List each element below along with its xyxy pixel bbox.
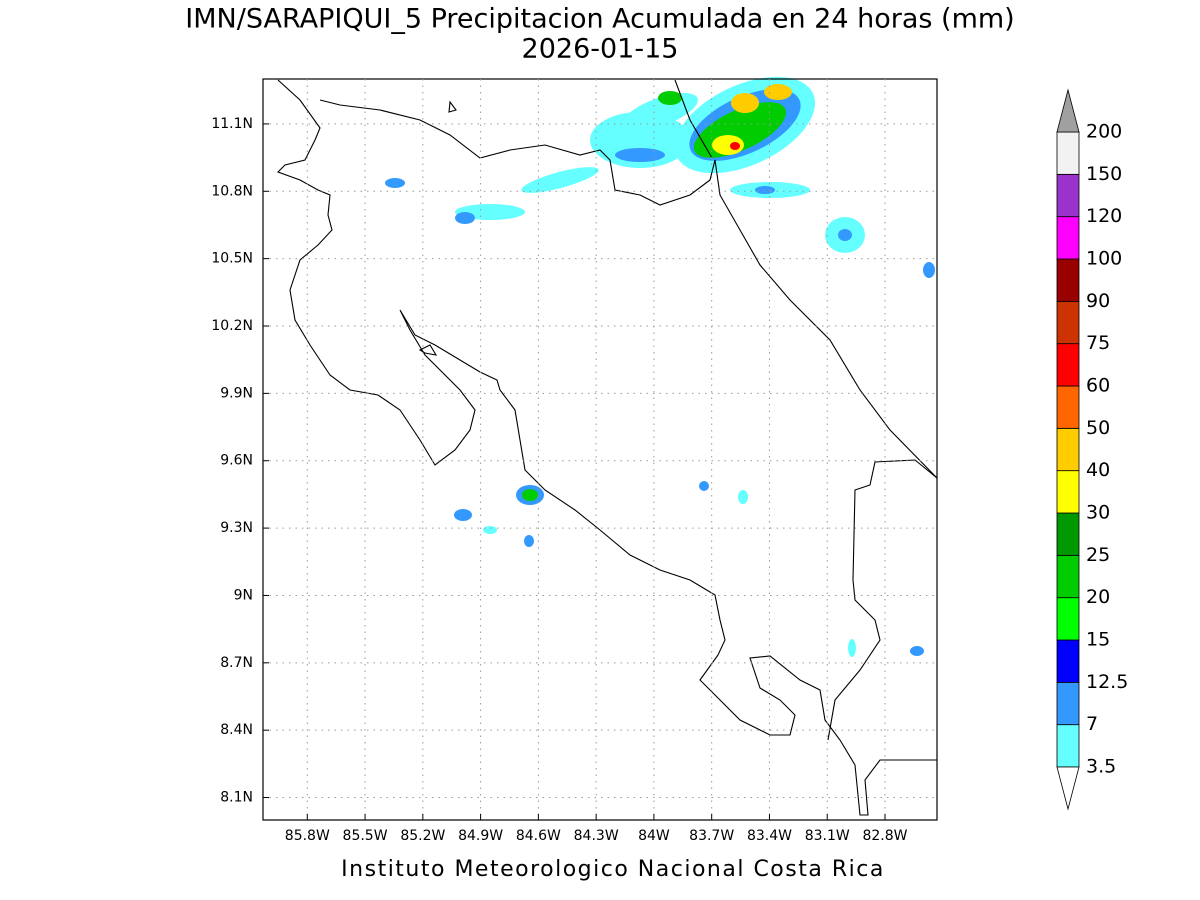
- y-tick-label: 9.6N: [220, 453, 253, 469]
- y-tick-label: 9.3N: [220, 520, 253, 536]
- x-tick-label: 84.9W: [458, 828, 503, 844]
- y-tick-label: 10.2N: [211, 318, 253, 334]
- colorbar-label: 60: [1086, 375, 1110, 397]
- colorbar-segment: [1056, 554, 1080, 599]
- y-tick-label: 8.4N: [220, 722, 253, 738]
- x-tick-label: 85.8W: [285, 828, 330, 844]
- x-tick-label: 84.3W: [574, 828, 619, 844]
- date: 2026-01-15: [522, 34, 679, 65]
- colorbar-under-arrow: [1056, 766, 1080, 811]
- colorbar-segment: [1056, 470, 1080, 514]
- footer: Instituto Meteorologico Nacional Costa R…: [341, 857, 885, 882]
- colorbar-label: 7: [1086, 713, 1098, 735]
- y-tick-label: 9N: [234, 587, 253, 603]
- colorbar-label: 15: [1086, 629, 1110, 651]
- x-tick-label: 85.5W: [343, 828, 388, 844]
- colorbar-label: 3.5: [1086, 756, 1116, 778]
- y-tick-label: 8.1N: [220, 790, 253, 806]
- coastlines: [277, 79, 938, 816]
- colorbar-segment: [1056, 681, 1080, 726]
- colorbar-over-arrow: [1056, 88, 1080, 133]
- colorbar-label: 50: [1086, 417, 1110, 439]
- colorbar-label: 150: [1086, 163, 1122, 185]
- colorbar-segment: [1056, 343, 1080, 387]
- colorbar-label: 120: [1086, 205, 1122, 227]
- x-tick-label: 84W: [638, 828, 670, 844]
- colorbar-label: 25: [1086, 544, 1110, 566]
- colorbar-segment: [1056, 173, 1080, 218]
- y-tick-label: 11.1N: [211, 116, 253, 132]
- colorbar-label: 20: [1086, 586, 1110, 608]
- y-tick-label: 10.5N: [211, 251, 253, 267]
- x-tick-label: 83.7W: [689, 828, 734, 844]
- colorbar-label: 30: [1086, 502, 1110, 524]
- colorbar-segment: [1056, 131, 1080, 175]
- colorbar-segment: [1056, 385, 1080, 429]
- colorbar-segment: [1056, 258, 1080, 302]
- colorbar-segment: [1056, 639, 1080, 683]
- x-tick-label: 85.2W: [400, 828, 445, 844]
- colorbar-label: 75: [1086, 332, 1110, 354]
- colorbar-label: 200: [1086, 121, 1122, 143]
- precipitation-field: [385, 76, 935, 657]
- colorbar-label: 90: [1086, 290, 1110, 312]
- colorbar-segment: [1056, 216, 1080, 260]
- colorbar-label: 12.5: [1086, 671, 1128, 693]
- colorbar-segment: [1056, 512, 1080, 556]
- y-tick-label: 10.8N: [211, 183, 253, 199]
- colorbar-segment: [1056, 597, 1080, 641]
- y-tick-label: 9.9N: [220, 385, 253, 401]
- x-tick-label: 84.6W: [516, 828, 561, 844]
- title: IMN/SARAPIQUI_5 Precipitacion Acumulada …: [185, 4, 1014, 35]
- x-tick-label: 83.1W: [805, 828, 850, 844]
- colorbar-segment: [1056, 427, 1080, 472]
- map-frame: [262, 78, 938, 821]
- colorbar-label: 40: [1086, 459, 1110, 481]
- x-tick-label: 83.4W: [747, 828, 792, 844]
- y-tick-label: 8.7N: [220, 655, 253, 671]
- colorbar-segment: [1056, 300, 1080, 345]
- x-tick-label: 82.8W: [862, 828, 907, 844]
- colorbar-label: 100: [1086, 248, 1122, 270]
- colorbar-segment: [1056, 724, 1080, 768]
